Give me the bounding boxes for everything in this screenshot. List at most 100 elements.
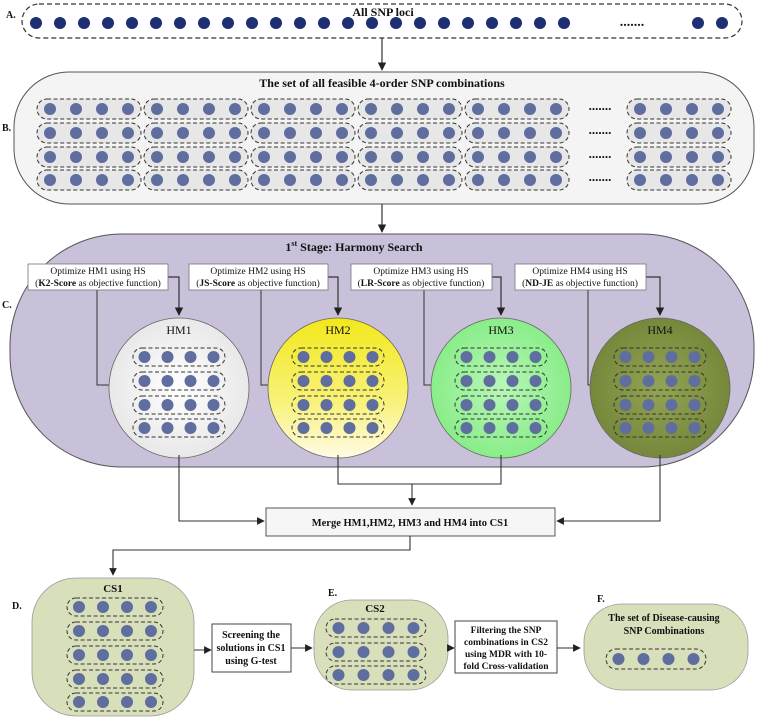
snp-dot	[660, 127, 672, 139]
filtering-line-1: Filtering the SNP	[471, 626, 542, 636]
snp-dot	[529, 422, 542, 434]
snp-dot	[310, 174, 322, 186]
snp-dot	[97, 625, 109, 637]
snp-dot	[310, 151, 322, 163]
snp-locus-dot	[222, 17, 234, 29]
snp-dot	[96, 103, 108, 115]
snp-dot	[297, 422, 310, 434]
snp-dot	[121, 696, 133, 708]
snp-dot	[366, 351, 379, 363]
snp-dot	[443, 103, 455, 115]
snp-dot	[619, 399, 632, 411]
snp-dot	[73, 696, 85, 708]
filtering-line-3: using MDR with 10-	[465, 650, 547, 660]
snp-dot	[284, 151, 296, 163]
optimize-hm3-line2: (LR-Score as objective function)	[358, 278, 485, 289]
hm-combination	[613, 371, 707, 391]
snp-dot	[297, 351, 310, 363]
snp-dot	[407, 622, 420, 634]
snp-dot	[332, 669, 345, 681]
snp-locus-dot	[534, 17, 546, 29]
section-label-d: D.	[12, 601, 22, 612]
snp-locus-dot	[692, 17, 704, 29]
cs1-combination	[66, 645, 164, 665]
snp-dot	[407, 646, 420, 658]
snp-dot	[184, 375, 197, 387]
snp-combination	[143, 122, 249, 144]
snp-dot	[662, 653, 675, 665]
snp-dot	[177, 151, 189, 163]
snp-locus-dot	[198, 17, 210, 29]
cs2-combination	[325, 665, 427, 685]
snp-dot	[70, 103, 82, 115]
snp-dot	[498, 127, 510, 139]
snp-dot	[138, 375, 151, 387]
snp-dot	[138, 351, 151, 363]
snp-dot	[122, 174, 134, 186]
snp-combination	[357, 122, 463, 144]
snp-dot	[472, 174, 484, 186]
snp-dot	[73, 601, 85, 613]
section-label-a: A.	[6, 10, 16, 21]
snp-dot	[332, 622, 345, 634]
optimize-hm1-line2: (K2-Score as objective function)	[35, 278, 161, 289]
snp-dot	[151, 151, 163, 163]
snp-dot	[460, 375, 473, 387]
cs1-combination	[66, 621, 164, 641]
snp-locus-dot	[54, 17, 66, 29]
snp-dot	[138, 399, 151, 411]
snp-dot	[472, 127, 484, 139]
snp-locus-dot	[318, 17, 330, 29]
snp-dot	[687, 653, 700, 665]
optimize-hm2-line2: (JS-Score as objective function)	[196, 278, 320, 289]
cs1-combination	[66, 692, 164, 712]
snp-dot	[297, 399, 310, 411]
all-snp-loci-title: All SNP loci	[352, 5, 414, 19]
snp-combination	[250, 122, 356, 144]
snp-combination	[626, 98, 732, 120]
snp-dot	[177, 103, 189, 115]
snp-dot	[688, 399, 701, 411]
merge-label: Merge HM1,HM2, HM3 and HM4 into CS1	[312, 518, 509, 529]
snp-dot	[70, 151, 82, 163]
snp-combination	[36, 146, 142, 168]
snp-dot	[229, 174, 241, 186]
snp-dot	[365, 103, 377, 115]
snp-dot	[145, 601, 157, 613]
snp-combination	[36, 169, 142, 191]
hm-combination	[613, 395, 707, 415]
snp-dot	[634, 127, 646, 139]
snp-dot	[529, 351, 542, 363]
snp-combination	[357, 98, 463, 120]
snp-dot	[365, 127, 377, 139]
snp-dot	[619, 422, 632, 434]
snp-locus-dot	[150, 17, 162, 29]
snp-dot	[483, 351, 496, 363]
snp-dot	[550, 174, 562, 186]
snp-combination	[250, 98, 356, 120]
snp-dot	[207, 422, 220, 434]
snp-dot	[258, 151, 270, 163]
snp-dot	[483, 375, 496, 387]
snp-dot	[407, 669, 420, 681]
snp-dot	[382, 622, 395, 634]
snp-dot	[357, 622, 370, 634]
snp-dot	[391, 103, 403, 115]
snp-dot	[550, 151, 562, 163]
snp-dot	[688, 375, 701, 387]
disease-causing-combination	[605, 648, 707, 670]
snp-dot	[443, 127, 455, 139]
optimize-hm4-box: Optimize HM4 using HS (ND-JE as objectiv…	[514, 263, 647, 291]
merge-connectors	[178, 455, 661, 525]
snp-dot	[417, 103, 429, 115]
snp-dot	[121, 625, 133, 637]
snp-combination	[143, 169, 249, 191]
snp-dot	[161, 399, 174, 411]
snp-locus-dot	[390, 17, 402, 29]
snp-dot	[642, 375, 655, 387]
disease-causing-combinations	[605, 648, 707, 670]
snp-dot	[73, 673, 85, 685]
snp-dot	[203, 103, 215, 115]
snp-dot	[203, 127, 215, 139]
snp-dot	[391, 151, 403, 163]
